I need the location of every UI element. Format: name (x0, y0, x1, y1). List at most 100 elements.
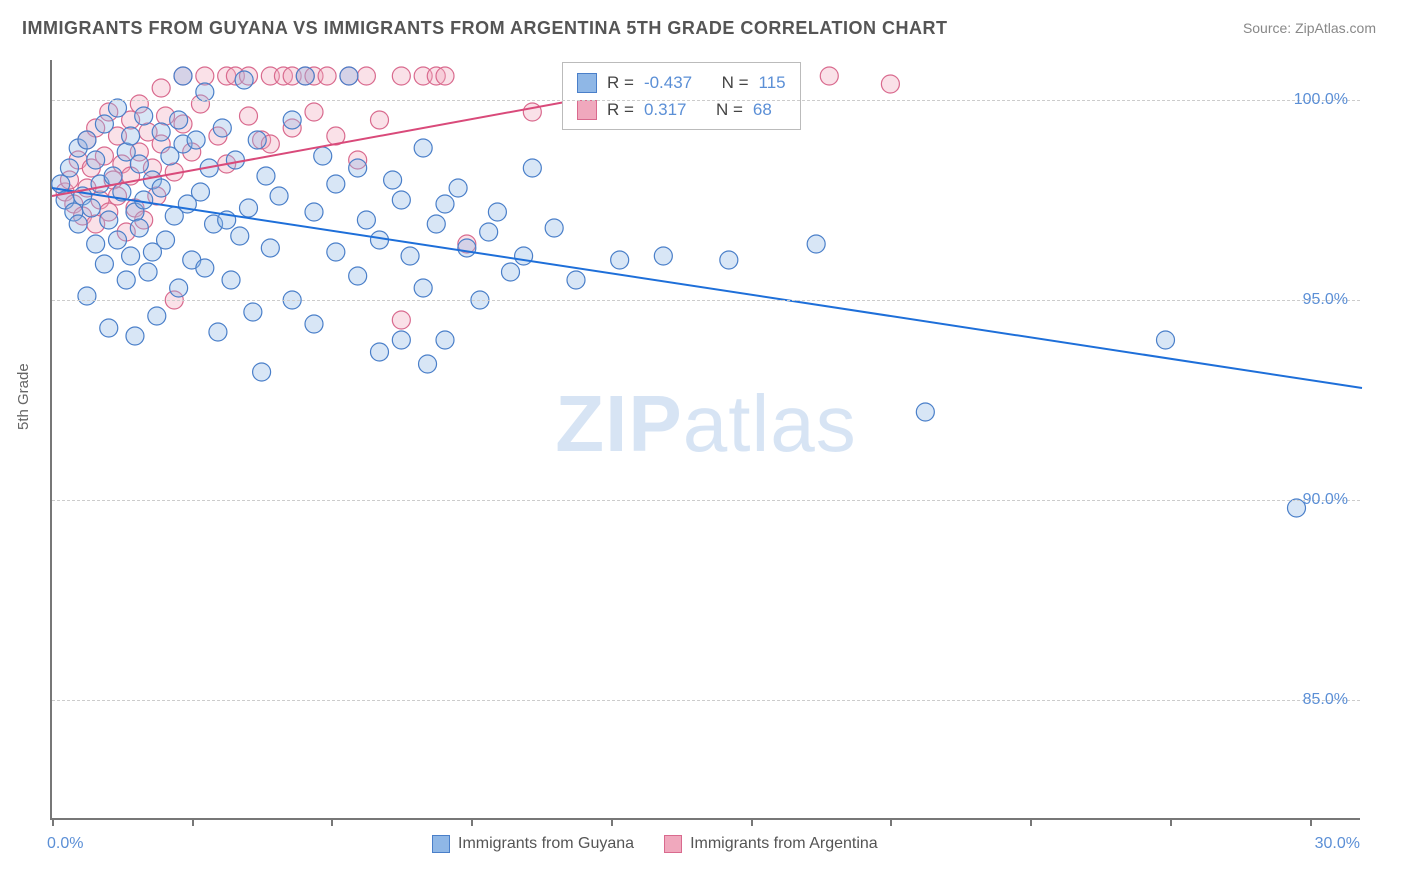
xtick (52, 818, 54, 826)
scatter-point (152, 179, 170, 197)
scatter-point (327, 175, 345, 193)
scatter-point (318, 67, 336, 85)
scatter-point (436, 331, 454, 349)
legend-label-2: Immigrants from Argentina (690, 835, 878, 853)
gridline (52, 100, 1360, 101)
scatter-point (427, 215, 445, 233)
ytick-label: 85.0% (1303, 691, 1348, 709)
scatter-point (222, 271, 240, 289)
scatter-point (100, 211, 118, 229)
gridline (52, 500, 1360, 501)
scatter-point (392, 67, 410, 85)
chart-svg (52, 60, 1360, 818)
legend-swatch-1 (432, 835, 450, 853)
scatter-point (720, 251, 738, 269)
y-axis-title: 5th Grade (15, 363, 32, 430)
scatter-point (78, 131, 96, 149)
scatter-point (436, 67, 454, 85)
scatter-point (117, 271, 135, 289)
scatter-point (104, 167, 122, 185)
scatter-point (392, 311, 410, 329)
scatter-point (1157, 331, 1175, 349)
scatter-point (126, 327, 144, 345)
xtick (1030, 818, 1032, 826)
scatter-point (401, 247, 419, 265)
scatter-point (174, 67, 192, 85)
trend-line (52, 188, 1362, 388)
scatter-point (240, 199, 258, 217)
scatter-point (449, 179, 467, 197)
scatter-point (261, 239, 279, 257)
scatter-point (327, 243, 345, 261)
scatter-point (314, 147, 332, 165)
legend-item-2: Immigrants from Argentina (664, 835, 878, 853)
scatter-point (820, 67, 838, 85)
scatter-point (95, 115, 113, 133)
scatter-point (152, 79, 170, 97)
scatter-point (305, 103, 323, 121)
scatter-point (371, 111, 389, 129)
scatter-point (69, 215, 87, 233)
scatter-point (371, 343, 389, 361)
n-value-1: 115 (759, 69, 786, 96)
scatter-point (357, 211, 375, 229)
scatter-point (122, 247, 140, 265)
xtick (192, 818, 194, 826)
scatter-point (109, 231, 127, 249)
scatter-point (270, 187, 288, 205)
scatter-point (226, 151, 244, 169)
scatter-point (100, 319, 118, 337)
scatter-point (392, 191, 410, 209)
legend-label-1: Immigrants from Guyana (458, 835, 634, 853)
ytick-label: 90.0% (1303, 491, 1348, 509)
scatter-point (170, 111, 188, 129)
scatter-point (191, 183, 209, 201)
legend-swatch-2 (664, 835, 682, 853)
scatter-point (148, 307, 166, 325)
scatter-point (392, 331, 410, 349)
xtick (1170, 818, 1172, 826)
xtick (890, 818, 892, 826)
xtick (751, 818, 753, 826)
scatter-point (87, 235, 105, 253)
scatter-point (502, 263, 520, 281)
scatter-point (523, 103, 541, 121)
xtick-label-min: 0.0% (47, 835, 83, 853)
n-label: N = (722, 69, 749, 96)
scatter-point (611, 251, 629, 269)
scatter-point (122, 127, 140, 145)
scatter-point (130, 219, 148, 237)
xtick (471, 818, 473, 826)
scatter-point (213, 119, 231, 137)
scatter-point (187, 131, 205, 149)
xtick (1310, 818, 1312, 826)
scatter-point (807, 235, 825, 253)
scatter-point (257, 167, 275, 185)
scatter-point (305, 315, 323, 333)
scatter-point (87, 151, 105, 169)
scatter-point (515, 247, 533, 265)
scatter-point (253, 363, 271, 381)
stats-row-1: R = -0.437 N = 115 (577, 69, 786, 96)
source-label: Source: ZipAtlas.com (1243, 20, 1376, 36)
scatter-point (60, 159, 78, 177)
scatter-point (209, 323, 227, 341)
scatter-point (196, 259, 214, 277)
stats-legend-box: R = -0.437 N = 115 R = 0.317 N = 68 (562, 62, 801, 130)
scatter-point (135, 107, 153, 125)
scatter-point (523, 159, 541, 177)
scatter-point (340, 67, 358, 85)
xtick-label-max: 30.0% (1315, 835, 1360, 853)
scatter-point (196, 83, 214, 101)
xtick (611, 818, 613, 826)
scatter-point (916, 403, 934, 421)
r-value-1: -0.437 (644, 69, 692, 96)
scatter-point (139, 263, 157, 281)
scatter-point (567, 271, 585, 289)
scatter-point (231, 227, 249, 245)
scatter-point (414, 279, 432, 297)
scatter-point (135, 191, 153, 209)
scatter-point (480, 223, 498, 241)
scatter-point (881, 75, 899, 93)
bottom-legend: Immigrants from Guyana Immigrants from A… (432, 835, 878, 853)
